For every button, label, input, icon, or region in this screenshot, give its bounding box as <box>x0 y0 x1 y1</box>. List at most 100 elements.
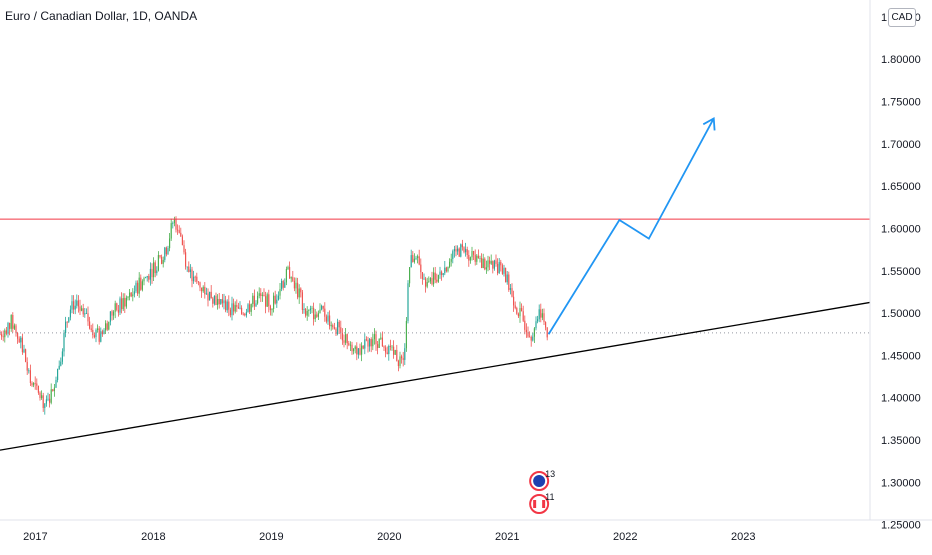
candle-body <box>247 304 249 313</box>
candle-body <box>186 266 188 268</box>
candle-body <box>364 339 366 349</box>
candle-body <box>108 321 110 330</box>
candle-body <box>185 252 187 267</box>
plot-layer <box>0 216 548 415</box>
candle-body <box>212 298 214 304</box>
chart-title: Euro / Canadian Dollar, 1D, OANDA <box>5 9 198 23</box>
candle-body <box>407 283 409 321</box>
event-count: 13 <box>545 469 555 479</box>
candle-body <box>29 370 31 384</box>
candle-body <box>442 273 444 276</box>
candle-body <box>138 277 140 294</box>
candle-body <box>447 266 449 272</box>
candle-body <box>373 334 375 340</box>
candle-body <box>266 294 268 307</box>
candle-body <box>538 309 540 320</box>
currency-button[interactable]: CAD <box>888 8 916 27</box>
candle-body <box>369 338 371 347</box>
candle-body <box>0 334 1 336</box>
candle-body <box>197 281 199 283</box>
candle-body <box>242 313 244 315</box>
candle-body <box>193 276 195 282</box>
candle-body <box>397 360 399 367</box>
candle-body <box>349 344 351 346</box>
candle-body <box>111 311 113 316</box>
candle-body <box>245 312 247 316</box>
candle-body <box>47 398 49 400</box>
candle-body <box>244 313 246 316</box>
candle-body <box>418 256 420 265</box>
candle-body <box>276 299 278 304</box>
candle-body <box>15 325 17 333</box>
candle-body <box>140 277 142 290</box>
candle-body <box>273 295 275 309</box>
candle-body <box>125 297 127 307</box>
candle-body <box>9 323 11 329</box>
projection-arrowhead <box>702 116 716 131</box>
candle-body <box>444 267 446 274</box>
candle-body <box>10 315 12 329</box>
candle-body <box>474 254 476 262</box>
y-tick-label: 1.45000 <box>881 350 921 362</box>
candle-body <box>33 382 35 386</box>
candle-body <box>340 327 342 333</box>
candle-body <box>303 308 305 310</box>
x-tick-label: 2018 <box>141 531 165 543</box>
candle-body <box>258 293 260 296</box>
ca-flag-band <box>542 500 546 508</box>
candle-body <box>356 346 358 355</box>
candle-body <box>17 332 19 339</box>
candle-body <box>130 292 132 297</box>
candle-body <box>109 311 111 322</box>
candle-body <box>301 292 303 310</box>
candle-body <box>292 277 294 281</box>
price-axis-panel <box>870 0 932 550</box>
candle-body <box>505 267 507 283</box>
candle-body <box>76 300 78 306</box>
candle-body <box>213 295 215 304</box>
candle-body <box>220 299 222 305</box>
candle-body <box>485 267 487 270</box>
candle-body <box>162 259 164 264</box>
candle-body <box>412 255 414 262</box>
candle-body <box>28 370 30 372</box>
candle-body <box>202 286 204 292</box>
candle-body <box>516 308 518 314</box>
candle-body <box>164 247 166 260</box>
candle-body <box>257 295 259 304</box>
candle-body <box>473 251 475 255</box>
candle-body <box>465 249 467 253</box>
candle-body <box>207 293 209 301</box>
candle-body <box>297 282 299 298</box>
candle-body <box>97 328 99 330</box>
candle-body <box>81 308 83 311</box>
candle-body <box>521 308 523 312</box>
candle-body <box>436 279 438 282</box>
candle-body <box>421 272 423 279</box>
projection-path <box>547 118 715 335</box>
candle-body <box>545 322 547 328</box>
candle-body <box>351 344 353 352</box>
candle-body <box>513 296 515 306</box>
candle-body <box>234 305 236 312</box>
candle-body <box>415 257 417 259</box>
candle-body <box>93 335 95 338</box>
candle-body <box>437 274 439 282</box>
candle-body <box>501 265 503 274</box>
candle-body <box>410 255 412 268</box>
candle-body <box>95 329 97 338</box>
candle-body <box>441 271 443 276</box>
candle-body <box>85 313 87 315</box>
candle-body <box>316 314 318 317</box>
candle-body <box>305 308 307 316</box>
eu-event-marker: 13 <box>529 469 555 491</box>
eu-flag-icon <box>533 475 546 487</box>
candle-body <box>124 298 126 307</box>
candle-body <box>493 260 495 269</box>
candle-body <box>289 267 291 279</box>
candle-body <box>287 267 289 270</box>
candle-body <box>367 339 369 347</box>
candle-body <box>530 336 532 341</box>
